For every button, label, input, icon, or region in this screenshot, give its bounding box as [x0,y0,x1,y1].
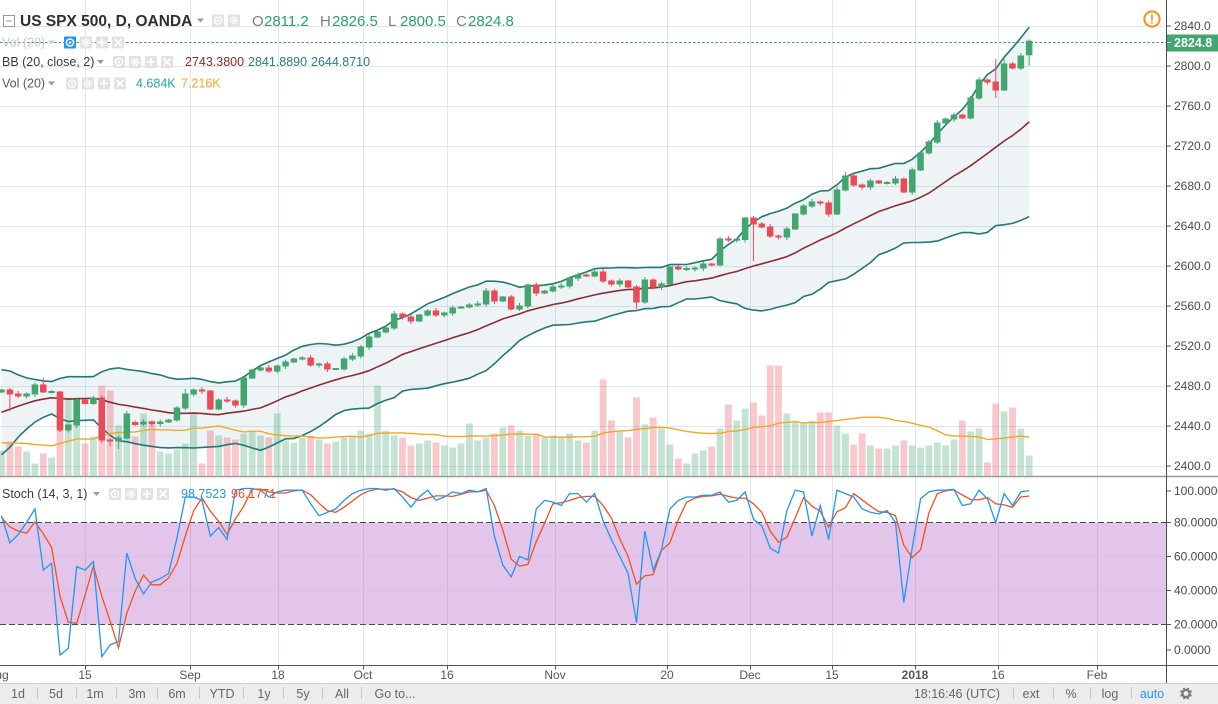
svg-text:2826.5: 2826.5 [332,13,378,30]
svg-text:2480.0: 2480.0 [1174,379,1211,393]
svg-text:3m: 3m [128,687,145,701]
svg-text:5d: 5d [49,687,63,701]
svg-text:!: ! [1150,13,1154,27]
svg-text:2720.0: 2720.0 [1174,139,1211,153]
svg-text:Feb: Feb [1087,668,1108,682]
svg-text:Vol (20): Vol (20) [2,36,45,50]
svg-text:60.0000: 60.0000 [1174,550,1218,564]
svg-text:BB (20, close, 2): BB (20, close, 2) [2,55,94,69]
svg-text:%: % [1065,687,1076,701]
svg-text:ext: ext [1023,687,1040,701]
svg-text:2800.5: 2800.5 [400,13,446,30]
svg-text:H: H [320,13,331,30]
svg-text:2824.8: 2824.8 [1174,36,1212,50]
svg-text:Nov: Nov [544,668,565,682]
svg-text:2824.8: 2824.8 [468,13,514,30]
svg-text:100.0000: 100.0000 [1174,484,1218,498]
svg-text:Stoch (14, 3, 1): Stoch (14, 3, 1) [2,487,87,501]
svg-text:15: 15 [78,668,92,682]
svg-text:20: 20 [660,668,674,682]
svg-text:L: L [388,13,396,30]
svg-text:5y: 5y [296,687,310,701]
svg-text:2644.8710: 2644.8710 [311,55,370,69]
svg-text:2841.8890: 2841.8890 [248,55,307,69]
svg-text:2600.0: 2600.0 [1174,259,1211,273]
svg-text:7.216K: 7.216K [181,77,221,91]
svg-text:1m: 1m [86,687,103,701]
svg-text:Go to...: Go to... [375,687,416,701]
svg-text:18: 18 [271,668,285,682]
svg-text:98.7523: 98.7523 [181,487,226,501]
svg-text:2560.0: 2560.0 [1174,299,1211,313]
svg-text:2440.0: 2440.0 [1174,419,1211,433]
svg-text:Aug: Aug [0,668,9,682]
svg-text:2760.0: 2760.0 [1174,99,1211,113]
svg-text:15: 15 [825,668,839,682]
svg-text:US SPX 500, D, OANDA: US SPX 500, D, OANDA [20,13,192,30]
svg-text:80.0000: 80.0000 [1174,516,1218,530]
svg-text:All: All [335,687,349,701]
svg-text:16: 16 [440,668,454,682]
svg-text:Sep: Sep [179,668,201,682]
svg-text:2811.2: 2811.2 [264,13,309,30]
svg-text:log: log [1102,687,1119,701]
svg-text:Oct: Oct [354,668,373,682]
svg-text:20.0000: 20.0000 [1174,618,1218,632]
svg-text:Vol (20): Vol (20) [2,77,45,91]
svg-text:Dec: Dec [739,668,760,682]
svg-text:96.1771: 96.1771 [231,487,276,501]
svg-text:2400.0: 2400.0 [1174,459,1211,473]
svg-text:0.0000: 0.0000 [1174,643,1211,657]
svg-text:O: O [252,13,264,30]
svg-text:1y: 1y [257,687,271,701]
svg-text:2840.0: 2840.0 [1174,19,1211,33]
svg-text:YTD: YTD [210,687,235,701]
svg-text:auto: auto [1140,687,1164,701]
svg-text:2018: 2018 [902,668,929,682]
svg-text:2520.0: 2520.0 [1174,339,1211,353]
svg-text:18:16:46 (UTC): 18:16:46 (UTC) [914,687,1000,701]
svg-text:1d: 1d [11,687,25,701]
svg-text:2800.0: 2800.0 [1174,59,1211,73]
svg-text:2680.0: 2680.0 [1174,179,1211,193]
svg-text:40.0000: 40.0000 [1174,584,1218,598]
svg-text:2640.0: 2640.0 [1174,219,1211,233]
svg-text:2743.3800: 2743.3800 [185,55,244,69]
svg-text:6m: 6m [168,687,185,701]
svg-text:C: C [456,13,467,30]
svg-text:16: 16 [991,668,1005,682]
svg-text:4.684K: 4.684K [136,77,176,91]
